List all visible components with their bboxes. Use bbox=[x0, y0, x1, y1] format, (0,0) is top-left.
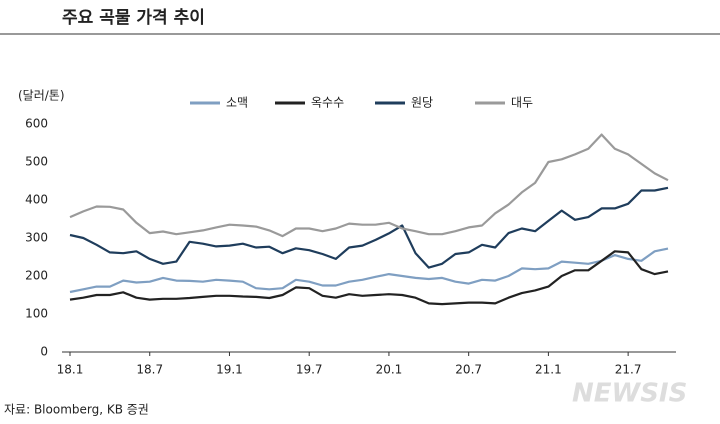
y-tick-label: 100 bbox=[25, 307, 48, 321]
y-tick-label: 200 bbox=[25, 269, 48, 283]
x-tick-label: 18.1 bbox=[57, 363, 84, 377]
chart-title: 주요 곡물 가격 추이 bbox=[62, 8, 205, 28]
y-tick-label: 400 bbox=[25, 193, 48, 207]
series-line bbox=[69, 247, 669, 294]
series-line bbox=[69, 133, 669, 238]
legend-label: 대두 bbox=[511, 96, 533, 110]
y-tick-label: 0 bbox=[40, 345, 48, 359]
legend-label: 소맥 bbox=[226, 96, 248, 110]
legend-label: 옥수수 bbox=[311, 96, 344, 110]
x-tick-label: 20.7 bbox=[455, 363, 482, 377]
y-tick-label: 500 bbox=[25, 155, 48, 169]
y-tick-label: 300 bbox=[25, 231, 48, 245]
x-tick-label: 21.7 bbox=[615, 363, 642, 377]
watermark: NEWSIS bbox=[572, 379, 687, 409]
x-tick-label: 18.7 bbox=[136, 363, 163, 377]
x-tick-label: 21.1 bbox=[535, 363, 562, 377]
x-tick-label: 19.1 bbox=[216, 363, 243, 377]
y-axis-label: (달러/톤) bbox=[18, 89, 65, 103]
series-line bbox=[69, 250, 669, 306]
legend-label: 원당 bbox=[411, 96, 433, 110]
x-tick-label: 20.1 bbox=[376, 363, 403, 377]
x-tick-label: 19.7 bbox=[296, 363, 323, 377]
y-tick-label: 600 bbox=[25, 117, 48, 131]
series-line bbox=[69, 186, 669, 269]
source: 자료: Bloomberg, KB 증권 bbox=[4, 403, 149, 417]
